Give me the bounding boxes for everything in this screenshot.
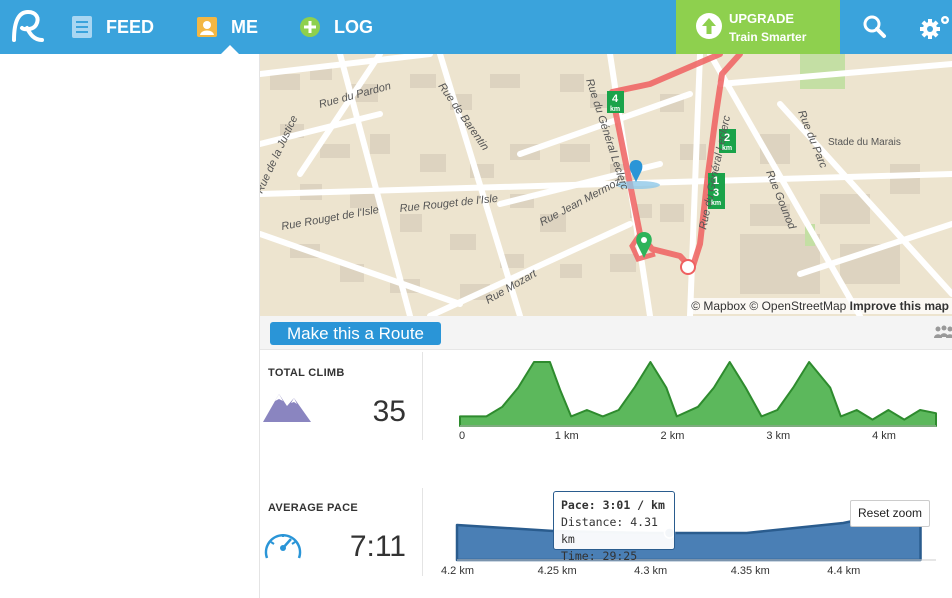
- nav-me-label: ME: [231, 16, 258, 37]
- tooltip-time: Time: 29:25: [561, 549, 638, 563]
- nav-me[interactable]: ME: [197, 0, 258, 54]
- top-navigation-bar: FEED ME LOG UPGRADE Train Smarter: [0, 0, 952, 54]
- elevation-x-tick: 1 km: [555, 430, 579, 442]
- route-action-bar: Make this a Route: [260, 316, 952, 350]
- elevation-x-tick: 2 km: [661, 430, 685, 442]
- settings-gear-icon[interactable]: [918, 12, 952, 42]
- upgrade-subtitle: Train Smarter: [729, 30, 807, 44]
- total-climb-label: TOTAL CLIMB: [268, 367, 345, 379]
- plus-circle-icon: [300, 16, 320, 38]
- attribution-osm-link[interactable]: © OpenStreetMap: [749, 299, 847, 313]
- pace-x-tick: 4.3 km: [634, 565, 667, 577]
- nav-log[interactable]: LOG: [300, 0, 373, 54]
- km-marker-4: 4: [612, 93, 619, 105]
- km-marker-3-unit: km: [711, 200, 721, 207]
- feed-icon: [72, 16, 92, 38]
- elevation-chart[interactable]: 0 1 km 2 km 3 km 4 km: [440, 352, 952, 448]
- elevation-x-tick: 3 km: [766, 430, 790, 442]
- street-label-parc: Rue du Parc: [795, 109, 829, 171]
- pace-tooltip: Pace: 3:01 / km Distance: 4.31 km Time: …: [553, 491, 675, 563]
- street-label-rouget-1: Rue Rouget de l'Isle: [280, 204, 379, 233]
- person-icon: [197, 16, 217, 38]
- tooltip-pace-value: 3:01 / km: [602, 498, 665, 512]
- upgrade-title: UPGRADE: [729, 11, 795, 26]
- average-pace-value: 7:11: [349, 530, 406, 563]
- km-marker-1: 1: [713, 175, 719, 187]
- make-route-button[interactable]: Make this a Route: [270, 322, 441, 345]
- attribution-mapbox-link[interactable]: © Mapbox: [691, 299, 747, 313]
- map-attribution: © Mapbox © OpenStreetMap Improve this ma…: [688, 298, 952, 314]
- improve-map-link[interactable]: Improve this map: [849, 299, 949, 313]
- pace-x-tick: 4.25 km: [538, 565, 577, 577]
- pace-x-tick: 4.2 km: [441, 565, 474, 577]
- street-label-barentin: Rue de Barentin: [436, 81, 491, 153]
- map-canvas: Rue du Pardon Rue de Barentin Rue de la …: [260, 54, 952, 316]
- nav-feed-label: FEED: [106, 16, 155, 37]
- tooltip-pace-label: Pace:: [561, 498, 596, 512]
- poi-label-stade: Stade du Marais: [828, 137, 901, 148]
- people-icon[interactable]: [934, 325, 952, 339]
- left-panel: [0, 54, 260, 598]
- km-marker-2-unit: km: [722, 145, 732, 152]
- total-climb-value: 35: [372, 395, 406, 428]
- pace-x-tick: 4.4 km: [827, 565, 860, 577]
- tooltip-distance: Distance: 4.31 km: [561, 515, 658, 546]
- pace-divider: [422, 488, 423, 576]
- runkeeper-logo-icon[interactable]: [0, 0, 54, 54]
- mountain-icon: [263, 390, 313, 422]
- km-marker-3: 3: [713, 187, 719, 199]
- elevation-x-tick: 4 km: [872, 430, 896, 442]
- elevation-area: [459, 361, 937, 427]
- km-marker-2: 2: [724, 132, 730, 144]
- average-pace-label: AVERAGE PACE: [268, 502, 358, 514]
- elevation-x-tick: 0: [459, 430, 465, 442]
- street-label-rouget-2: Rue Rouget de l'Isle: [399, 193, 498, 215]
- search-icon[interactable]: [862, 14, 888, 40]
- speedometer-icon: [263, 528, 303, 562]
- nav-feed[interactable]: FEED: [72, 0, 154, 54]
- reset-zoom-button[interactable]: Reset zoom: [850, 500, 930, 527]
- upgrade-arrow-icon: [696, 13, 722, 39]
- upgrade-button[interactable]: UPGRADE Train Smarter: [676, 0, 840, 54]
- active-tab-caret: [221, 45, 239, 54]
- route-map[interactable]: Rue du Pardon Rue de Barentin Rue de la …: [260, 54, 952, 316]
- km-marker-4-unit: km: [610, 106, 620, 113]
- climb-divider: [422, 352, 423, 440]
- nav-log-label: LOG: [334, 16, 373, 37]
- pace-x-tick: 4.35 km: [731, 565, 770, 577]
